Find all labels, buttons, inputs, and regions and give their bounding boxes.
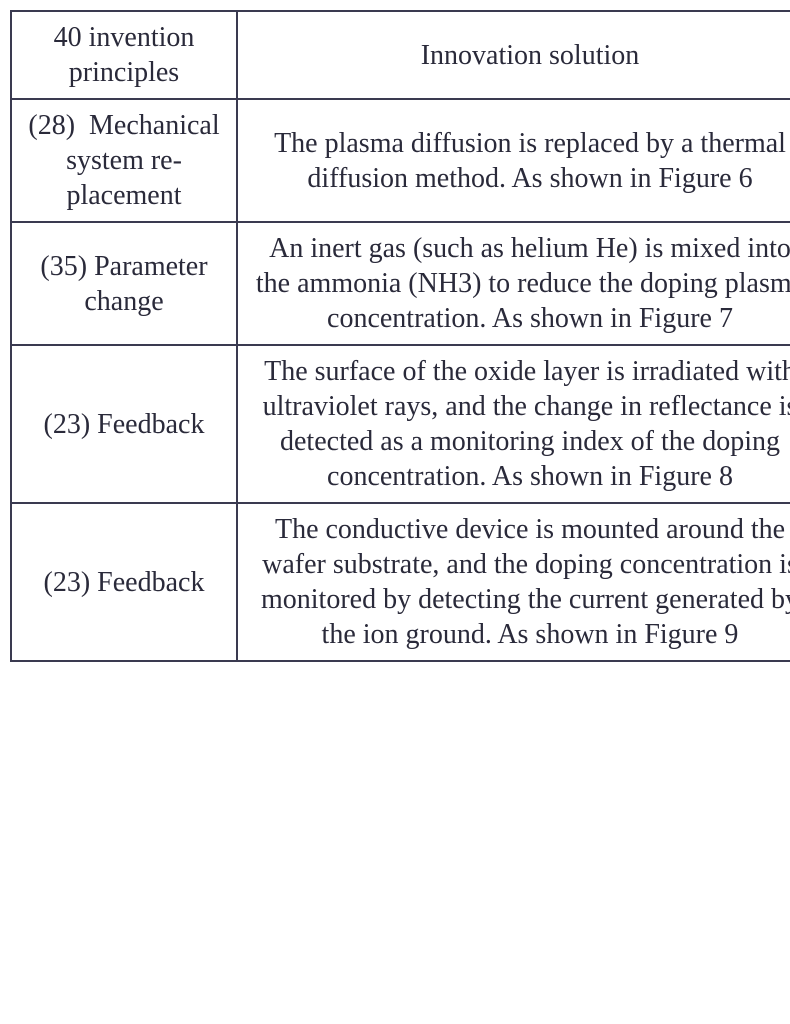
cell-principle: (28) Me­chanical system re­placement xyxy=(11,99,237,222)
cell-solution: The conductive device is mounted around … xyxy=(237,503,790,661)
innovation-principles-table: 40 inven­tion prin­ciples Innovation sol… xyxy=(10,10,790,662)
cell-principle: (23) Feed­back xyxy=(11,345,237,503)
table-row: (23) Feed­back The surface of the oxide … xyxy=(11,345,790,503)
cell-solution: The plasma diffusion is replaced by a th… xyxy=(237,99,790,222)
cell-solution: The surface of the oxide layer is irradi… xyxy=(237,345,790,503)
header-principles: 40 inven­tion prin­ciples xyxy=(11,11,237,99)
cell-principle: (23) Feed­back xyxy=(11,503,237,661)
table-row: (23) Feed­back The conductive device is … xyxy=(11,503,790,661)
table-header-row: 40 inven­tion prin­ciples Innovation sol… xyxy=(11,11,790,99)
cell-principle: (35) Pa­rameter change xyxy=(11,222,237,345)
table-row: (35) Pa­rameter change An inert gas (suc… xyxy=(11,222,790,345)
cell-solution: An inert gas (such as helium He) is mixe… xyxy=(237,222,790,345)
table-row: (28) Me­chanical system re­placement The… xyxy=(11,99,790,222)
header-solution: Innovation solution xyxy=(237,11,790,99)
